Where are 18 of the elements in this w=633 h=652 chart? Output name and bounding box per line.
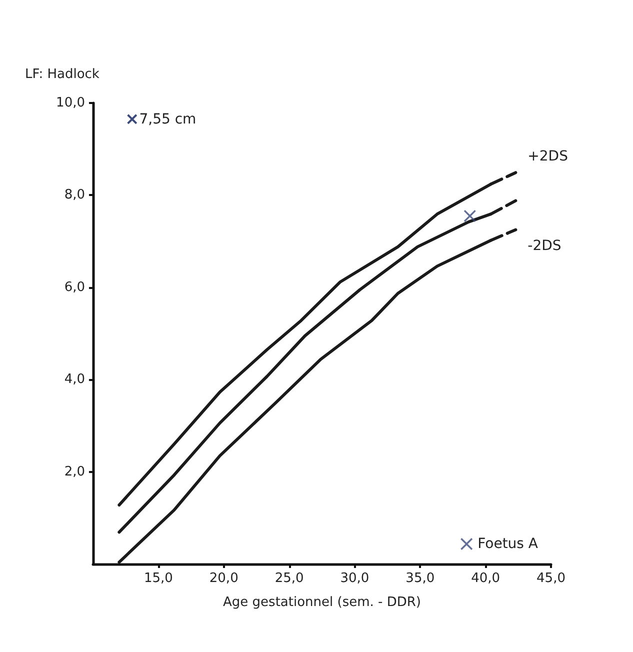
- x-tick-label: 20,0: [209, 571, 238, 586]
- y-tick-label: 8,0: [64, 188, 85, 203]
- x-tick-label: 15,0: [144, 571, 173, 586]
- legend-label: Foetus A: [478, 536, 538, 552]
- x-tick-label: 25,0: [274, 571, 304, 586]
- y-tick-label: 6,0: [64, 280, 85, 295]
- y-tick-label: 2,0: [64, 464, 85, 480]
- series-label: +2DS: [528, 148, 568, 165]
- x-tick-label: 45,0: [536, 571, 566, 586]
- annotation: ×7,55 cm: [125, 110, 196, 130]
- y-tick-label: 10,0: [56, 96, 85, 110]
- x-tick-label: 30,0: [340, 571, 370, 586]
- chart-title: LF: Hadlock: [25, 67, 100, 82]
- x-tick-label: 35,0: [406, 571, 435, 586]
- x-tick-label: 40,0: [471, 571, 500, 586]
- x-axis-title: Age gestationnel (sem. - DDR): [223, 595, 421, 610]
- y-tick-label: 4,0: [64, 372, 85, 388]
- series-label: -2DS: [528, 238, 562, 254]
